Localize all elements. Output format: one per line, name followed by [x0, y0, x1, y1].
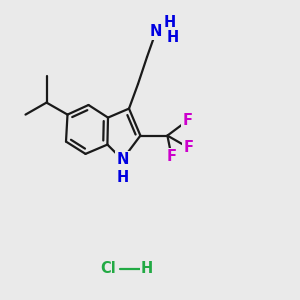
- Text: H: H: [164, 15, 175, 30]
- Text: F: F: [183, 140, 194, 155]
- Text: H: H: [167, 30, 178, 45]
- Text: N: N: [116, 152, 129, 167]
- Text: F: F: [182, 113, 193, 128]
- Text: H: H: [141, 261, 153, 276]
- Text: F: F: [167, 149, 177, 164]
- Text: H: H: [116, 170, 128, 185]
- Text: N: N: [150, 24, 162, 39]
- Text: Cl: Cl: [100, 261, 116, 276]
